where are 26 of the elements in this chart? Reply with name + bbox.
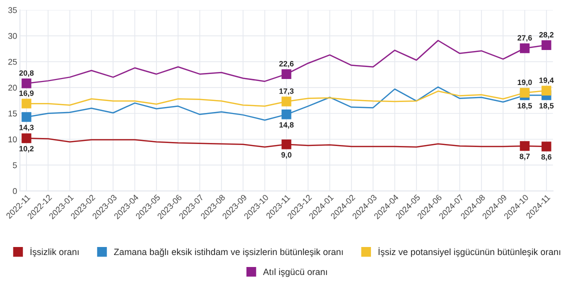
y-tick-label: 30	[8, 33, 17, 39]
point	[520, 88, 530, 98]
legend-label: Atıl işgücü oranı	[263, 268, 327, 277]
point	[542, 86, 552, 96]
point	[282, 140, 292, 150]
y-tick-label: 20	[8, 84, 17, 91]
y-tick-label: 0	[12, 188, 17, 194]
legend-label: İşsiz ve potansiyel işgücünün bütünleşik oranı	[378, 247, 560, 257]
point	[282, 96, 292, 106]
point	[22, 98, 32, 108]
point	[282, 110, 292, 120]
point	[542, 40, 552, 50]
point	[520, 141, 530, 151]
y-tick-label: 15	[8, 110, 17, 116]
point	[22, 133, 32, 144]
y-tick-label: 25	[8, 58, 17, 65]
point	[22, 78, 32, 88]
point	[22, 112, 32, 122]
y-tick-label: 10	[8, 136, 17, 142]
legend-label: Zamana bağlı eksik istihdam ve işsizlerin bütünleşik oranı	[114, 248, 343, 257]
y-tick-label: 35	[8, 7, 17, 14]
point	[282, 69, 292, 79]
point	[520, 43, 530, 54]
point	[542, 142, 552, 152]
legend-label: İşsizlik oranı	[30, 247, 79, 257]
y-tick-label: 5	[12, 162, 17, 168]
